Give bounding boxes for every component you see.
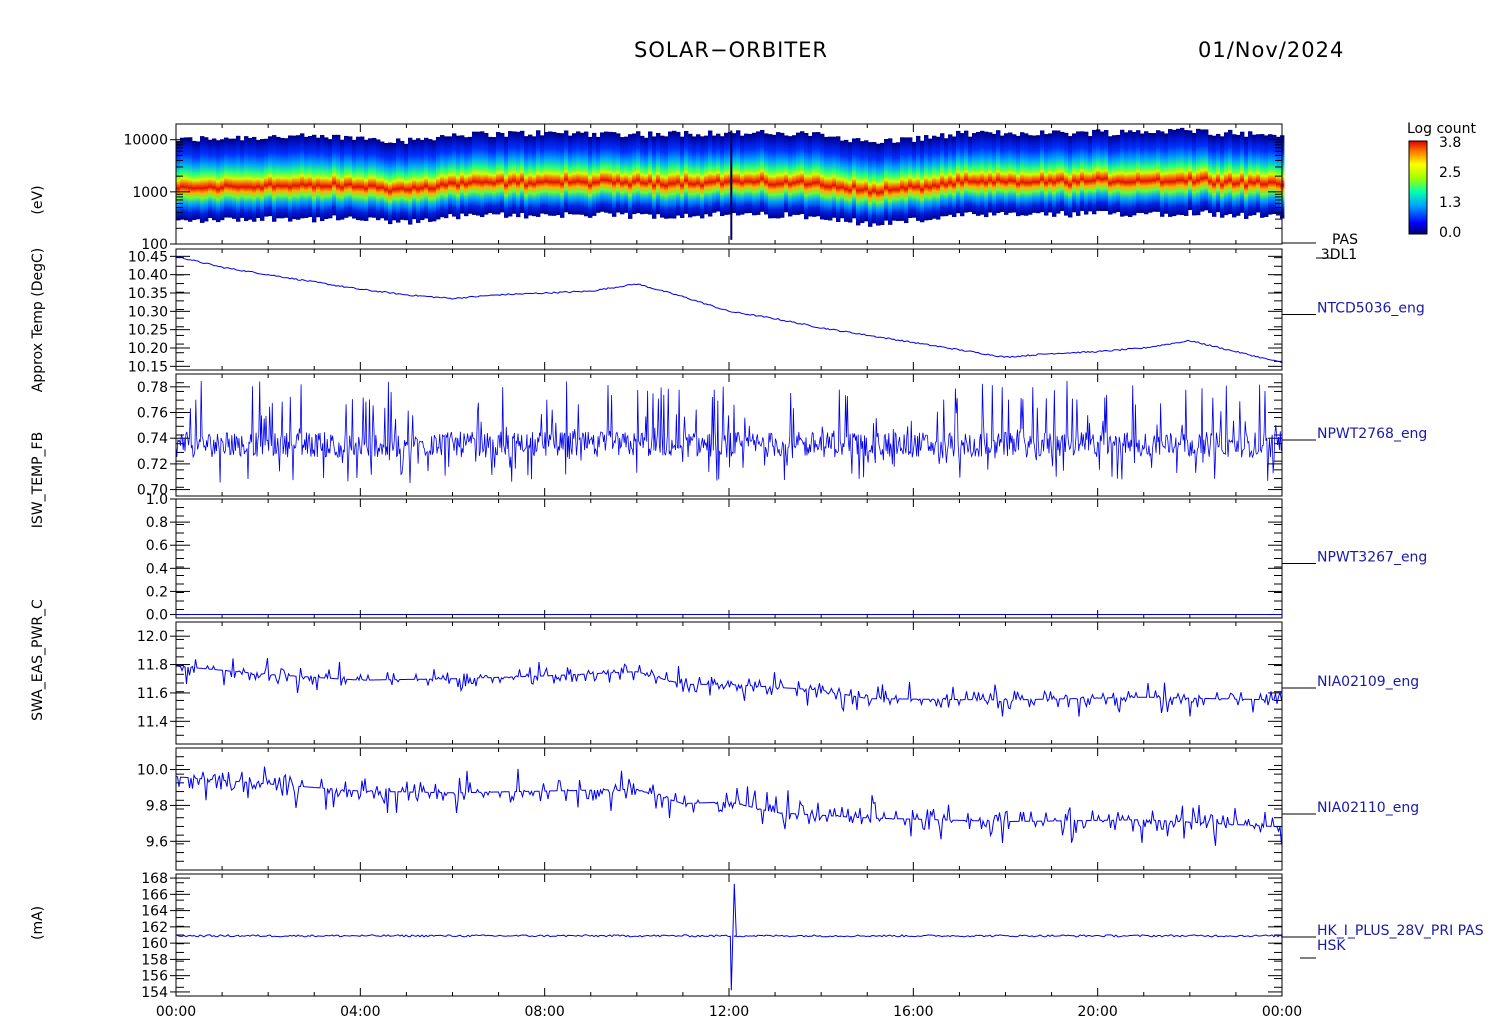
y-tick-label: 12.0: [137, 629, 168, 645]
y-tick-label: 0.74: [137, 431, 168, 447]
y-tick-label: 0.8: [146, 515, 168, 531]
y-tick-label: 1.0: [146, 492, 168, 508]
series-line: [175, 380, 1282, 484]
panel-npwt2768-eng: 0.78 0.76 0.74 0.72 0.70 NPWT2768_eng: [137, 373, 1427, 499]
y-tick-label: 10.40: [128, 268, 168, 284]
x-tick-label: 00:00: [1262, 1004, 1302, 1020]
y-tick-label: 0.76: [137, 406, 168, 422]
y-tick-label: 168: [141, 871, 168, 887]
y-axis-label: (mA): [30, 906, 46, 940]
y-tick-label: 158: [141, 952, 168, 968]
y-axis-label: ISW_TEMP_FB: [30, 432, 46, 528]
y-tick-label: 10.25: [128, 323, 168, 339]
y-tick-label: 10.0: [137, 763, 168, 779]
chart-title: SOLAR−ORBITER: [634, 38, 829, 62]
colorbar-title: Log count: [1407, 121, 1476, 137]
y-tick-label: 10.30: [128, 304, 168, 320]
y-tick-label: 0.0: [146, 608, 168, 624]
y-tick-label: 166: [141, 887, 168, 903]
series-line: [175, 766, 1282, 846]
series-line: [175, 658, 1282, 717]
colorbar-tick-label: 3.8: [1439, 135, 1461, 151]
y-tick-label: 0.6: [146, 538, 168, 554]
colorbar-tick-label: 0.0: [1439, 225, 1461, 241]
panel-label: NPWT2768_eng: [1317, 426, 1427, 442]
x-tick-label: 00:00: [156, 1004, 196, 1020]
x-tick-label: 16:00: [893, 1004, 933, 1020]
y-tick-label: 0.70: [137, 483, 168, 499]
series-line: [175, 883, 1283, 991]
x-tick-label: 20:00: [1077, 1004, 1117, 1020]
colorbar-tick-label: 2.5: [1439, 165, 1461, 181]
y-tick-label: 100: [141, 237, 168, 253]
y-tick-label: 164: [141, 904, 168, 920]
panel-npwt3267-eng: 1.0 0.8 0.6 0.4 0.2 0.0 NPWT3267_eng: [146, 492, 1428, 624]
y-tick-label: 10.15: [128, 359, 168, 375]
panel-label: HSK: [1317, 938, 1346, 954]
panel-label: 3DL1: [1321, 247, 1357, 263]
panel-label: PAS: [1332, 232, 1358, 248]
y-tick-label: 10000: [123, 133, 168, 149]
colorbar-scale: [1408, 140, 1428, 235]
panel-frame: [175, 248, 1283, 371]
colorbar-tick-label: 1.3: [1439, 195, 1461, 211]
y-tick-label: 0.72: [137, 457, 168, 473]
panel-label: NIA02110_eng: [1317, 800, 1419, 816]
panel-label: NIA02109_eng: [1317, 674, 1419, 690]
y-tick-label: 0.4: [146, 561, 168, 577]
series-line: [175, 255, 1283, 364]
y-tick-label: 1000: [132, 185, 168, 201]
panel-ntcd5036-eng: 10.45 10.40 10.35 10.30 10.25 10.20 10.15 NTCD5…: [128, 248, 1425, 375]
panel-label: NPWT3267_eng: [1317, 550, 1427, 566]
panel-label: HK_I_PLUS_28V_PRI PAS: [1317, 923, 1484, 939]
chart-date: 01/Nov/2024: [1198, 38, 1345, 62]
panel-label: NTCD5036_eng: [1317, 301, 1425, 317]
x-tick-label: 08:00: [524, 1004, 564, 1020]
y-tick-label: 0.2: [146, 584, 168, 600]
panel-frame: [175, 747, 1283, 871]
panel-frame: [175, 498, 1283, 619]
y-axis-label-overlay: (eV) Approx Temp (DegC) ISW_TEMP_FB SWA_EAS…: [30, 185, 46, 940]
y-tick-label: 10.35: [128, 286, 168, 302]
x-tick-label: 04:00: [340, 1004, 380, 1020]
panel-nia02109-eng: 12.0 11.8 11.6 11.4 NIA02109_eng: [137, 621, 1419, 745]
y-tick-label: 160: [141, 936, 168, 952]
y-tick-label: 156: [141, 969, 168, 985]
y-tick-label: 9.8: [146, 798, 168, 814]
spectrogram: [176, 127, 1285, 240]
y-tick-label: 0.78: [137, 380, 168, 396]
y-axis-label: Approx Temp (DegC): [30, 248, 46, 392]
y-tick-label: 9.6: [146, 834, 168, 850]
x-tick-label: 12:00: [709, 1004, 749, 1020]
y-tick-label: 10.20: [128, 341, 168, 357]
y-tick-label: 154: [141, 985, 168, 1001]
y-axis-label: (eV): [30, 185, 46, 214]
y-tick-label: 11.8: [137, 658, 168, 674]
panel-nia02110-eng: 10.0 9.8 9.6 NIA02110_eng: [137, 747, 1419, 871]
y-tick-label: 162: [141, 920, 168, 936]
y-axis-label: SWA_EAS_PWR_C: [30, 599, 46, 721]
y-tick-label: 11.6: [137, 686, 168, 702]
y-tick-label: 10.45: [128, 249, 168, 265]
y-tick-label: 11.4: [137, 714, 168, 730]
